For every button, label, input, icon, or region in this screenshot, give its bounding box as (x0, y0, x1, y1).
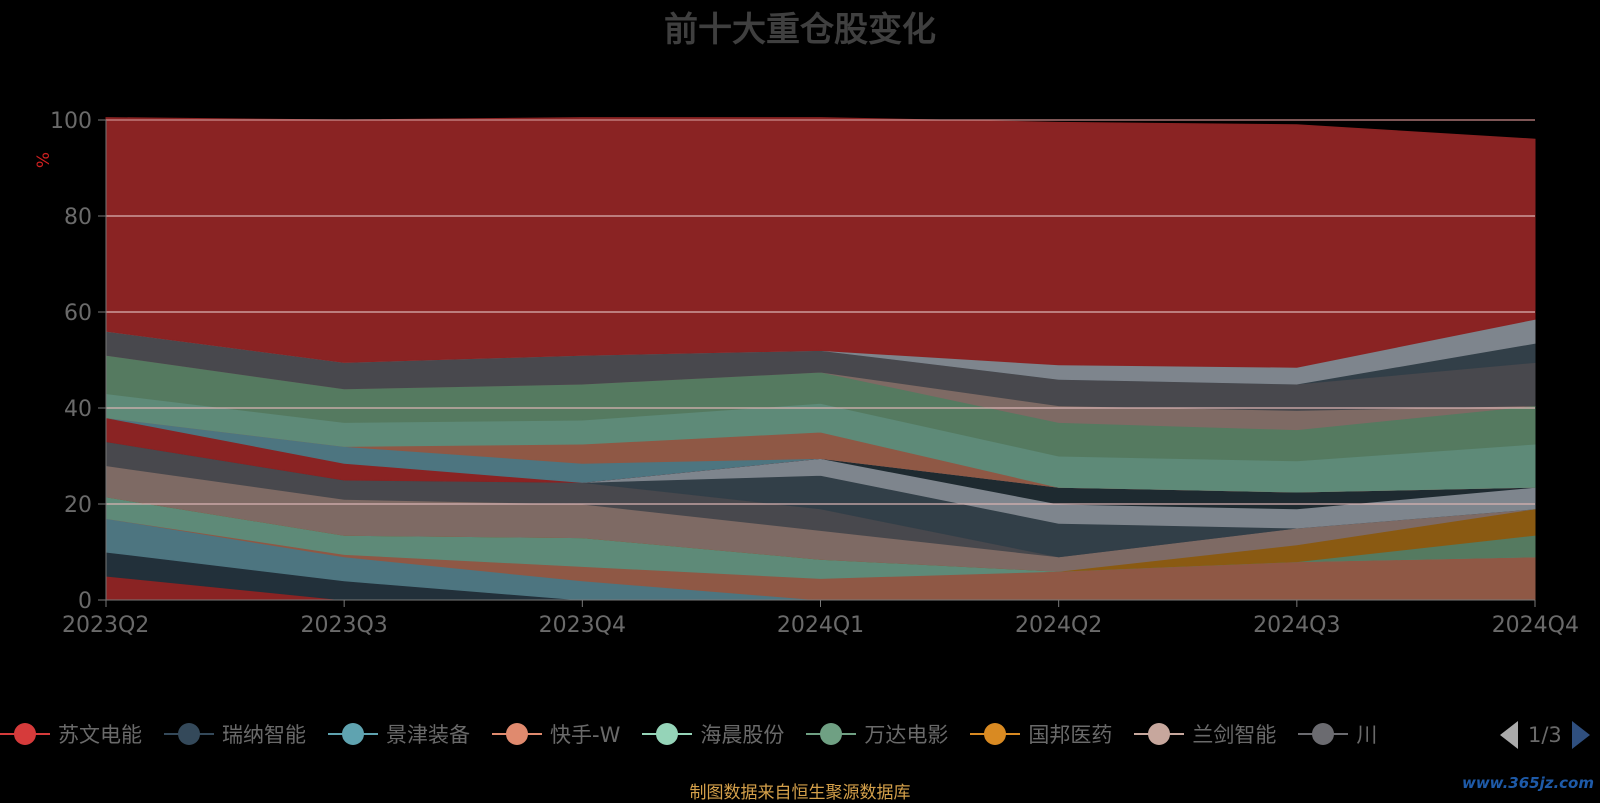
x-tick-label: 2024Q4 (1492, 613, 1579, 638)
stacked-areas (105, 117, 1536, 601)
y-tick-label: 100 (50, 109, 92, 134)
x-tick-label: 2023Q3 (301, 613, 388, 638)
legend-label: 万达电影 (864, 723, 949, 747)
legend-item[interactable]: 瑞纳智能 (164, 716, 306, 752)
legend-marker-icon (1298, 720, 1349, 748)
source-note: 制图数据来自恒生聚源数据库 (689, 783, 911, 803)
legend-item[interactable]: 国邦医药 (970, 716, 1112, 752)
chart-title: 前十大重仓股变化 (664, 10, 936, 50)
y-tick-label: 20 (64, 493, 92, 518)
legend-label: 兰剑智能 (1192, 723, 1277, 747)
watermark: www.365jz.com (1461, 774, 1594, 792)
area-chart: 0 20 40 60 80 100 2023Q2 2023Q3 2023Q4 2024Q1 2024… (34, 109, 1579, 638)
y-tick-label: 80 (64, 205, 92, 230)
y-tick-label: 0 (78, 589, 92, 614)
y-tick-label: 60 (64, 301, 92, 326)
y-tick-label: 40 (64, 397, 92, 422)
legend-label: 国邦医药 (1028, 723, 1113, 747)
legend-label: 景津装备 (386, 723, 470, 747)
legend-marker-icon (806, 720, 857, 748)
legend-label: 苏文电能 (58, 723, 142, 747)
legend-marker-icon (1134, 720, 1185, 748)
legend-item[interactable]: 海晨股份 (642, 716, 784, 752)
legend-label: 川 (1356, 723, 1378, 747)
legend-item[interactable]: 苏文电能 (0, 716, 142, 752)
legend-marker-icon (0, 720, 50, 748)
next-page-icon[interactable] (1571, 721, 1590, 749)
legend-label: 瑞纳智能 (222, 723, 306, 747)
prev-page-icon[interactable] (1500, 721, 1518, 749)
legend-item[interactable]: 兰剑智能 (1134, 716, 1276, 752)
legend-marker-icon (642, 720, 693, 748)
legend-item[interactable]: 万达电影 (806, 716, 948, 752)
legend: 苏文电能 瑞纳智能 景津装备 快手-W 海晨股份 万达电影 国邦医药 兰剑智能 川 (0, 716, 1510, 752)
legend-item[interactable]: 川 (1298, 716, 1377, 752)
legend-marker-icon (970, 720, 1021, 748)
legend-pager: 1/3 (1500, 718, 1590, 752)
legend-marker-icon (492, 720, 542, 748)
legend-marker-icon (164, 720, 214, 748)
legend-label: 快手-W (550, 723, 621, 747)
legend-label: 海晨股份 (700, 723, 785, 747)
axes: 0 20 40 60 80 100 2023Q2 2023Q3 2023Q4 2024Q1 2024… (50, 109, 1579, 638)
area-series-22[interactable] (105, 117, 1536, 368)
legend-item[interactable]: 景津装备 (328, 716, 470, 752)
x-tick-label: 2023Q2 (62, 613, 149, 638)
gridlines (106, 119, 1535, 505)
x-tick-label: 2024Q1 (777, 613, 864, 638)
y-axis-unit-label: % (34, 152, 54, 168)
x-tick-label: 2024Q2 (1015, 613, 1102, 638)
legend-page-indicator: 1/3 (1528, 723, 1562, 747)
x-tick-label: 2024Q3 (1253, 613, 1340, 638)
legend-item[interactable]: 快手-W (492, 716, 620, 752)
legend-marker-icon (328, 720, 378, 748)
x-tick-label: 2023Q4 (539, 613, 626, 638)
